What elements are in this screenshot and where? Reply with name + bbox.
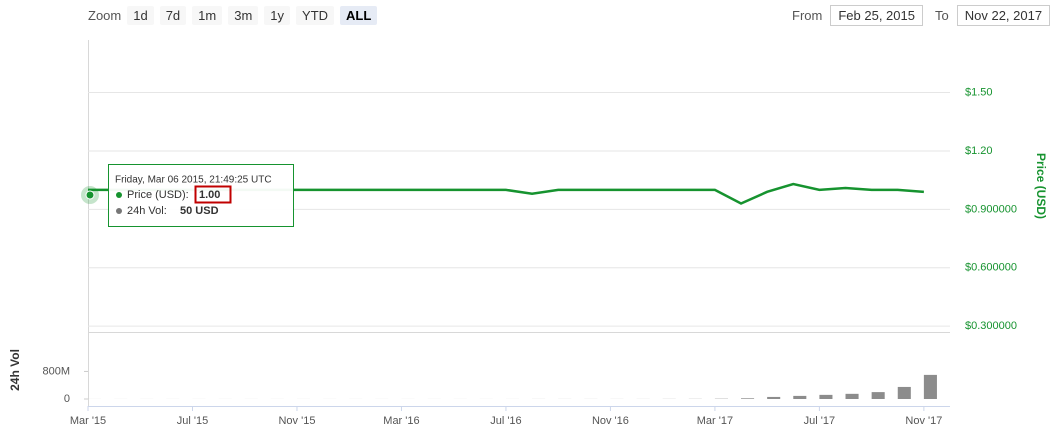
y-tick-label: $0.600000 (965, 262, 1017, 274)
from-input[interactable]: Feb 25, 2015 (830, 4, 923, 26)
zoom-button[interactable]: 3m (228, 5, 259, 25)
price-highlight (194, 185, 232, 204)
x-tick-label: Nov '17 (905, 415, 942, 427)
x-tick-label: Mar '16 (383, 415, 419, 427)
x-tick-label: Jul '15 (177, 415, 208, 427)
zoom-label: Zoom (88, 7, 122, 23)
x-tick-label: Mar '17 (697, 415, 733, 427)
tooltip-volume-label: 24h Vol: (127, 205, 167, 217)
zoom-button[interactable]: 1d (127, 5, 154, 25)
y-tick-label: $0.300000 (965, 320, 1017, 332)
zoom-bar: Zoom 1d 7d 1m 3m 1y YTD ALL (88, 4, 378, 26)
x-tick-label: Nov '16 (592, 415, 629, 427)
y-tick-label: 0 (64, 393, 70, 405)
volume-bar (819, 394, 833, 399)
to-input[interactable]: Nov 22, 2017 (956, 4, 1051, 26)
to-label: To (935, 7, 949, 23)
tooltip: Friday, Mar 06 2015, 21:49:25 UTC Price … (108, 164, 294, 227)
from-label: From (792, 7, 823, 23)
tooltip-volume: 50 USD (180, 205, 219, 217)
tooltip-box (108, 164, 294, 227)
zoom-button[interactable]: YTD (296, 5, 335, 25)
x-tick-label: Jul '17 (804, 415, 835, 427)
volume-bar (793, 395, 807, 399)
volume-bar (923, 374, 937, 399)
x-tick-label: Nov '15 (278, 415, 315, 427)
zoom-button[interactable]: 7d (159, 5, 187, 25)
y-tick-label: $0.900000 (965, 203, 1017, 215)
x-tick-label: Jul '16 (490, 415, 521, 427)
tooltip-price-label: Price (USD): (127, 189, 189, 201)
plot-area: $0.300000 $0.600000 $0.900000 $1.20 $1.50 0 80… (42, 86, 1017, 426)
to-field: To Nov 22, 2017 (935, 4, 1051, 26)
zoom-button[interactable]: 1m (192, 5, 223, 25)
volume-bar (871, 392, 885, 399)
volume-axis-title: 24h Vol (8, 349, 22, 391)
volume-bar (767, 396, 781, 399)
tooltip-dot (116, 208, 122, 214)
tooltip-dot (116, 192, 122, 198)
volume-bar (897, 386, 911, 399)
y-tick-label: 800M (42, 365, 70, 377)
zoom-button[interactable]: ALL (340, 5, 378, 25)
y-tick-label: $1.50 (965, 86, 993, 98)
price-axis-title: Price (USD) (1034, 153, 1048, 219)
volume-bar (741, 398, 755, 399)
zoom-button[interactable]: 1y (264, 5, 291, 25)
volume-bar (845, 393, 859, 399)
y-tick-label: $1.20 (965, 145, 993, 157)
x-tick-label: Mar '15 (70, 415, 106, 427)
tooltip-price: 1.00 (199, 189, 220, 201)
tooltip-date: Friday, Mar 06 2015, 21:49:25 UTC (115, 175, 272, 186)
from-field: From Feb 25, 2015 (792, 4, 923, 26)
hover-point (85, 190, 95, 200)
